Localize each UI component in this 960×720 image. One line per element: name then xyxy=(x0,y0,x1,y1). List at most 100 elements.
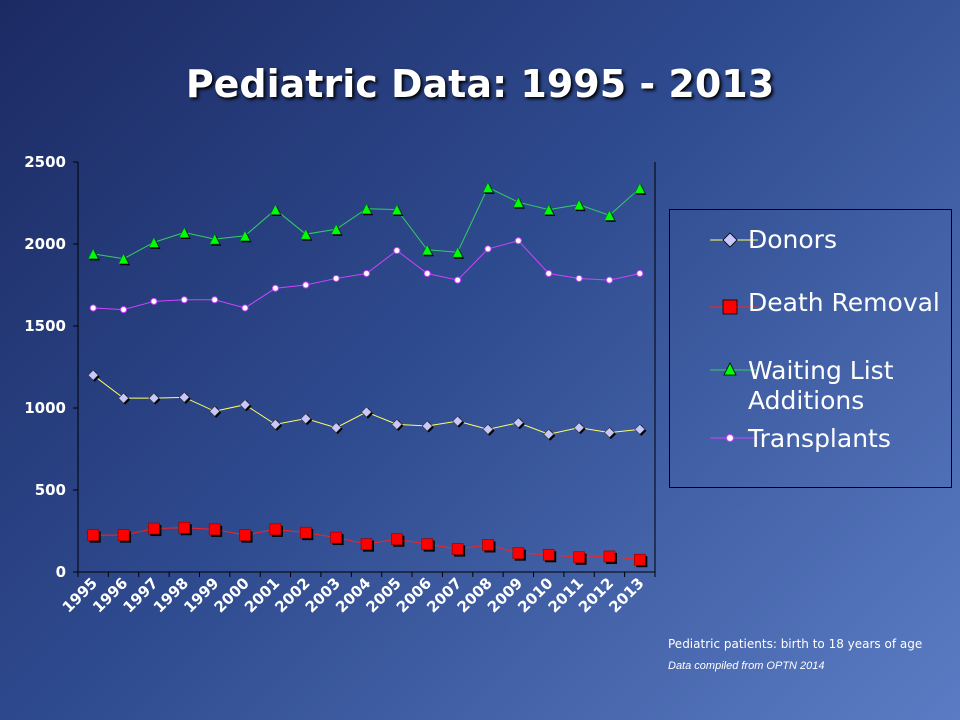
data-point-transplants xyxy=(514,237,522,245)
data-point-waiting-list-additions xyxy=(178,226,190,238)
data-point-waiting-list-additions xyxy=(573,198,585,210)
data-point-transplants xyxy=(423,270,431,278)
data-point-death-removal xyxy=(482,539,494,551)
data-point-death-removal xyxy=(573,551,585,564)
data-point-waiting-list-additions xyxy=(209,233,221,245)
data-point-waiting-list-additions xyxy=(543,203,555,215)
y-tick-label: 1000 xyxy=(24,399,66,417)
data-point-donors xyxy=(604,427,615,439)
data-point-transplants xyxy=(393,247,401,255)
y-tick-label: 500 xyxy=(35,481,66,499)
data-point-donors xyxy=(421,420,433,432)
data-point-waiting-list-additions xyxy=(512,196,524,208)
data-point-donors xyxy=(452,415,464,427)
data-point-waiting-list-additions xyxy=(269,203,281,215)
data-point-transplants xyxy=(636,270,644,278)
data-point-death-removal xyxy=(421,538,434,550)
series-line-waiting-list-additions xyxy=(93,186,641,260)
legend-swatch-waiting-list xyxy=(710,362,758,376)
data-point-transplants xyxy=(89,304,97,312)
x-axis-ticks: 1995199619971998199920002001200220032004… xyxy=(59,572,656,616)
data-point-waiting-list-additions xyxy=(148,236,160,248)
data-point-death-removal xyxy=(360,538,373,550)
legend-label-death-removal: Death Removal xyxy=(748,288,940,317)
y-tick-label: 1500 xyxy=(24,317,66,335)
y-tick-label: 2000 xyxy=(24,235,66,253)
legend-swatch-transplants xyxy=(710,434,758,442)
data-point-transplants xyxy=(363,270,370,278)
data-point-donors xyxy=(239,399,251,411)
data-point-death-removal xyxy=(634,553,646,566)
data-point-death-removal xyxy=(148,522,160,535)
data-point-donors xyxy=(209,405,221,417)
data-point-death-removal xyxy=(208,523,221,536)
data-point-transplants xyxy=(545,270,553,278)
data-point-waiting-list-additions xyxy=(361,203,372,215)
data-point-donors xyxy=(391,418,403,430)
data-point-donors xyxy=(330,422,342,434)
data-point-donors xyxy=(634,423,646,435)
y-tick-label: 0 xyxy=(56,563,66,581)
data-point-transplants xyxy=(241,304,249,312)
footnote-age-range: Pediatric patients: birth to 18 years of… xyxy=(668,637,923,651)
data-point-death-removal xyxy=(603,550,616,563)
series-lines xyxy=(92,186,641,561)
legend-swatch-death-removal xyxy=(710,299,758,315)
data-point-waiting-list-additions xyxy=(421,244,433,256)
legend-label-donors: Donors xyxy=(748,225,837,254)
data-point-death-removal xyxy=(87,529,99,541)
x-tick-label: 2013 xyxy=(605,574,647,616)
data-point-waiting-list-additions xyxy=(634,182,646,194)
chart-legend: Donors Death Removal Waiting List Additi… xyxy=(669,209,952,488)
data-point-donors xyxy=(87,369,99,381)
data-point-transplants xyxy=(150,297,158,305)
series-markers xyxy=(87,181,648,568)
data-point-transplants xyxy=(332,274,340,282)
data-point-transplants xyxy=(211,296,219,304)
data-point-death-removal xyxy=(451,543,464,555)
data-point-donors xyxy=(482,423,494,435)
data-point-donors xyxy=(178,391,190,403)
data-point-waiting-list-additions xyxy=(391,203,403,215)
data-point-waiting-list-additions xyxy=(239,230,251,242)
legend-swatch-donors xyxy=(710,232,758,248)
data-point-donors xyxy=(573,422,585,434)
legend-label-transplants: Transplants xyxy=(748,424,891,453)
data-point-waiting-list-additions xyxy=(482,181,494,193)
data-point-death-removal xyxy=(299,526,312,539)
data-point-death-removal xyxy=(178,521,191,534)
data-point-transplants xyxy=(605,276,613,284)
data-point-transplants xyxy=(454,276,462,284)
chart-axes xyxy=(77,162,656,573)
y-tick-label: 2500 xyxy=(24,153,66,171)
data-point-death-removal xyxy=(330,531,342,544)
data-point-death-removal xyxy=(239,529,251,541)
data-point-transplants xyxy=(302,281,310,289)
series-line-donors xyxy=(92,374,640,435)
data-point-transplants xyxy=(484,245,492,253)
data-point-transplants xyxy=(180,296,188,304)
data-point-donors xyxy=(512,417,524,429)
data-point-waiting-list-additions xyxy=(330,223,342,235)
data-point-death-removal xyxy=(117,529,130,541)
data-point-waiting-list-additions xyxy=(603,209,615,221)
data-point-waiting-list-additions xyxy=(452,246,464,258)
y-axis-ticks: 0 500 1000 1500 2000 2500 xyxy=(24,153,78,581)
data-point-donors xyxy=(543,428,555,440)
data-point-transplants xyxy=(120,306,128,314)
data-point-death-removal xyxy=(269,523,282,536)
data-point-donors xyxy=(148,392,160,404)
data-point-donors xyxy=(300,413,312,425)
data-point-waiting-list-additions xyxy=(118,253,130,265)
legend-label-waiting-list-1: Waiting List xyxy=(748,356,894,385)
data-point-waiting-list-additions xyxy=(300,228,312,240)
data-point-donors xyxy=(269,418,281,430)
data-point-transplants xyxy=(271,284,279,292)
slide-title: Pediatric Data: 1995 - 2013 xyxy=(185,62,775,106)
data-point-donors xyxy=(118,392,129,404)
footnote-data-source: Data compiled from OPTN 2014 xyxy=(668,660,825,672)
data-point-waiting-list-additions xyxy=(87,248,99,260)
data-point-donors xyxy=(361,406,372,418)
legend-label-waiting-list-2: Additions xyxy=(748,386,865,415)
